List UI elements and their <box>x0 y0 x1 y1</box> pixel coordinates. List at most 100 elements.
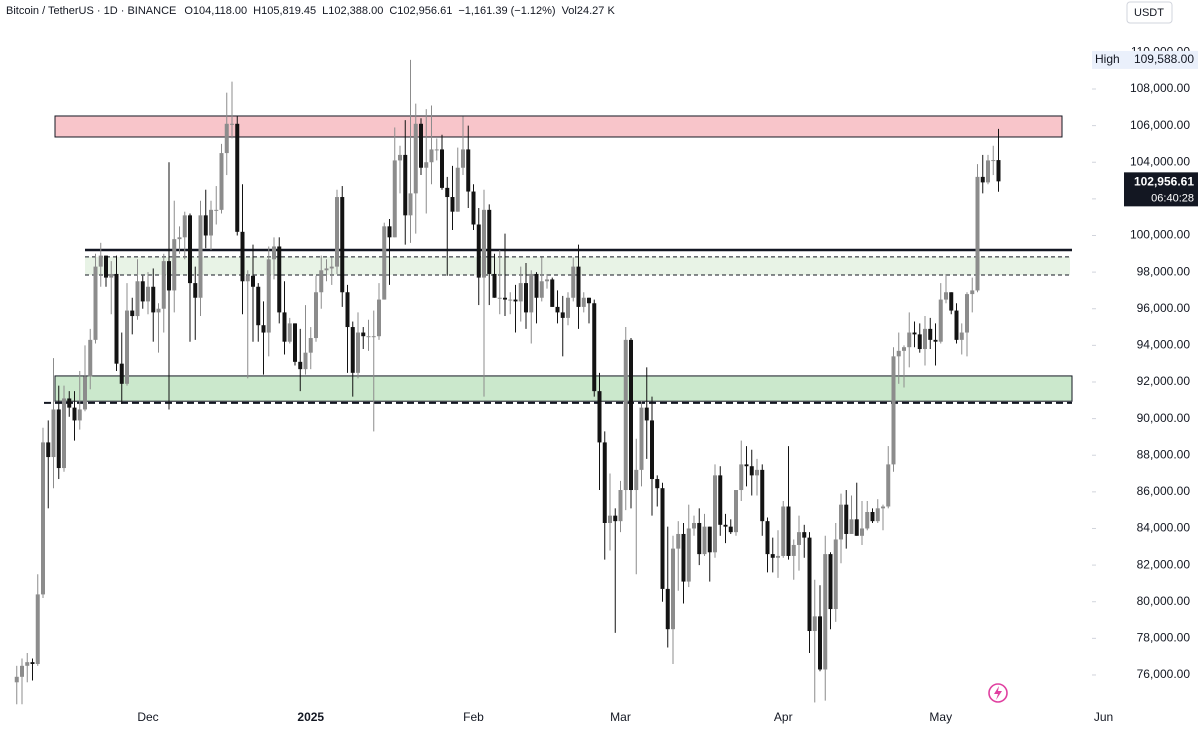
candle-body <box>996 160 1001 182</box>
candle-body <box>692 522 696 529</box>
candle-body <box>193 283 198 298</box>
candle-body <box>744 464 749 467</box>
candle-body <box>350 327 355 373</box>
candle-body <box>440 149 444 188</box>
candle-body <box>912 332 917 335</box>
candle-body <box>413 123 418 194</box>
currency[interactable]: USDT <box>1134 7 1164 19</box>
candle-body <box>272 246 276 260</box>
candle-body <box>587 297 591 304</box>
candle-body <box>839 504 843 540</box>
candle-body <box>245 275 250 282</box>
y-tick-label: 80,000.00 <box>1137 594 1191 608</box>
candle-body <box>723 524 728 527</box>
candle-body <box>655 479 660 489</box>
icon-ring[interactable] <box>988 683 1008 703</box>
candle-body <box>161 261 166 309</box>
candle-body <box>781 506 786 556</box>
x-tick-label: May <box>929 710 952 724</box>
candle-body <box>72 407 77 421</box>
candle-body <box>980 176 985 183</box>
candle-body <box>335 197 339 267</box>
candle-body <box>644 407 649 421</box>
candle-body <box>450 197 455 212</box>
y-tick-label: 86,000.00 <box>1137 484 1191 498</box>
candle-body <box>765 521 770 555</box>
candle-body <box>849 519 854 534</box>
candle-body <box>214 209 219 211</box>
candle-body <box>891 356 896 465</box>
candle-body <box>135 281 140 317</box>
candle-body <box>340 197 345 293</box>
candle-body <box>62 398 66 469</box>
candle-body <box>125 310 129 384</box>
candle-body <box>560 312 565 318</box>
lightning-icon[interactable] <box>988 683 1008 703</box>
candle-body <box>660 488 665 589</box>
candle-body <box>482 209 486 278</box>
candle-body <box>728 526 733 533</box>
header-item: −1,161.39 (−1.12%) <box>458 5 555 17</box>
candle-body <box>949 292 954 311</box>
candle-body <box>408 193 413 216</box>
candle-body <box>613 515 618 522</box>
x-tick-label: 2025 <box>297 710 324 724</box>
y-tick-label: 90,000.00 <box>1137 411 1191 425</box>
candle-body <box>965 294 969 333</box>
high-value: 109,588.00 <box>1134 52 1194 66</box>
candle-body <box>529 273 534 313</box>
candle-body <box>770 554 775 558</box>
candle-body <box>303 352 308 370</box>
y-tick-label: 104,000.00 <box>1130 154 1190 168</box>
candle-body <box>944 292 948 300</box>
candle-body <box>455 167 460 212</box>
candle-body <box>445 187 450 198</box>
candle-body <box>387 226 392 238</box>
candle-body <box>104 255 108 278</box>
candle-body <box>308 338 313 353</box>
candle-body <box>476 224 481 278</box>
y-tick-label: 94,000.00 <box>1137 338 1191 352</box>
candle-body <box>203 215 208 236</box>
candle-body <box>51 409 56 458</box>
candle-body <box>959 332 964 340</box>
candle-body <box>119 363 124 384</box>
y-tick-label: 106,000.00 <box>1130 118 1190 132</box>
candle-body <box>713 475 717 553</box>
y-tick-label: 76,000.00 <box>1137 667 1191 681</box>
candle-body <box>718 475 723 525</box>
candle-body <box>886 464 891 507</box>
candle-body <box>734 490 738 533</box>
candle-body <box>707 526 712 553</box>
candle-body <box>928 328 933 340</box>
icon-bolt[interactable] <box>994 686 1002 700</box>
candle-body <box>151 286 156 313</box>
candle-body <box>550 279 555 307</box>
zone <box>54 375 1073 402</box>
candle-body <box>382 226 387 300</box>
candle-body <box>293 323 297 362</box>
y-tick-label: 78,000.00 <box>1137 631 1191 645</box>
currency-box[interactable] <box>1126 1 1173 24</box>
candle-body <box>261 325 266 333</box>
candle-body <box>198 215 203 298</box>
candle-body <box>287 323 292 342</box>
candle-body <box>812 616 817 632</box>
candle-body <box>93 266 98 340</box>
candle-body <box>970 290 975 295</box>
candle-body <box>907 332 912 348</box>
candle-body <box>524 283 528 313</box>
candle-body <box>114 273 119 364</box>
candle-body <box>88 339 93 377</box>
candle-body <box>35 594 40 664</box>
candle-body <box>167 261 171 291</box>
time-axis: Dec 2025 Feb Mar Apr May Jun <box>137 710 1113 724</box>
candle-body <box>429 149 434 163</box>
candle-body <box>697 522 702 555</box>
x-tick-label: Mar <box>610 710 631 724</box>
candle-body <box>650 420 654 480</box>
candle-body <box>471 191 476 225</box>
candle-body <box>545 279 549 282</box>
candles <box>14 59 1001 705</box>
candle-body <box>896 350 901 357</box>
